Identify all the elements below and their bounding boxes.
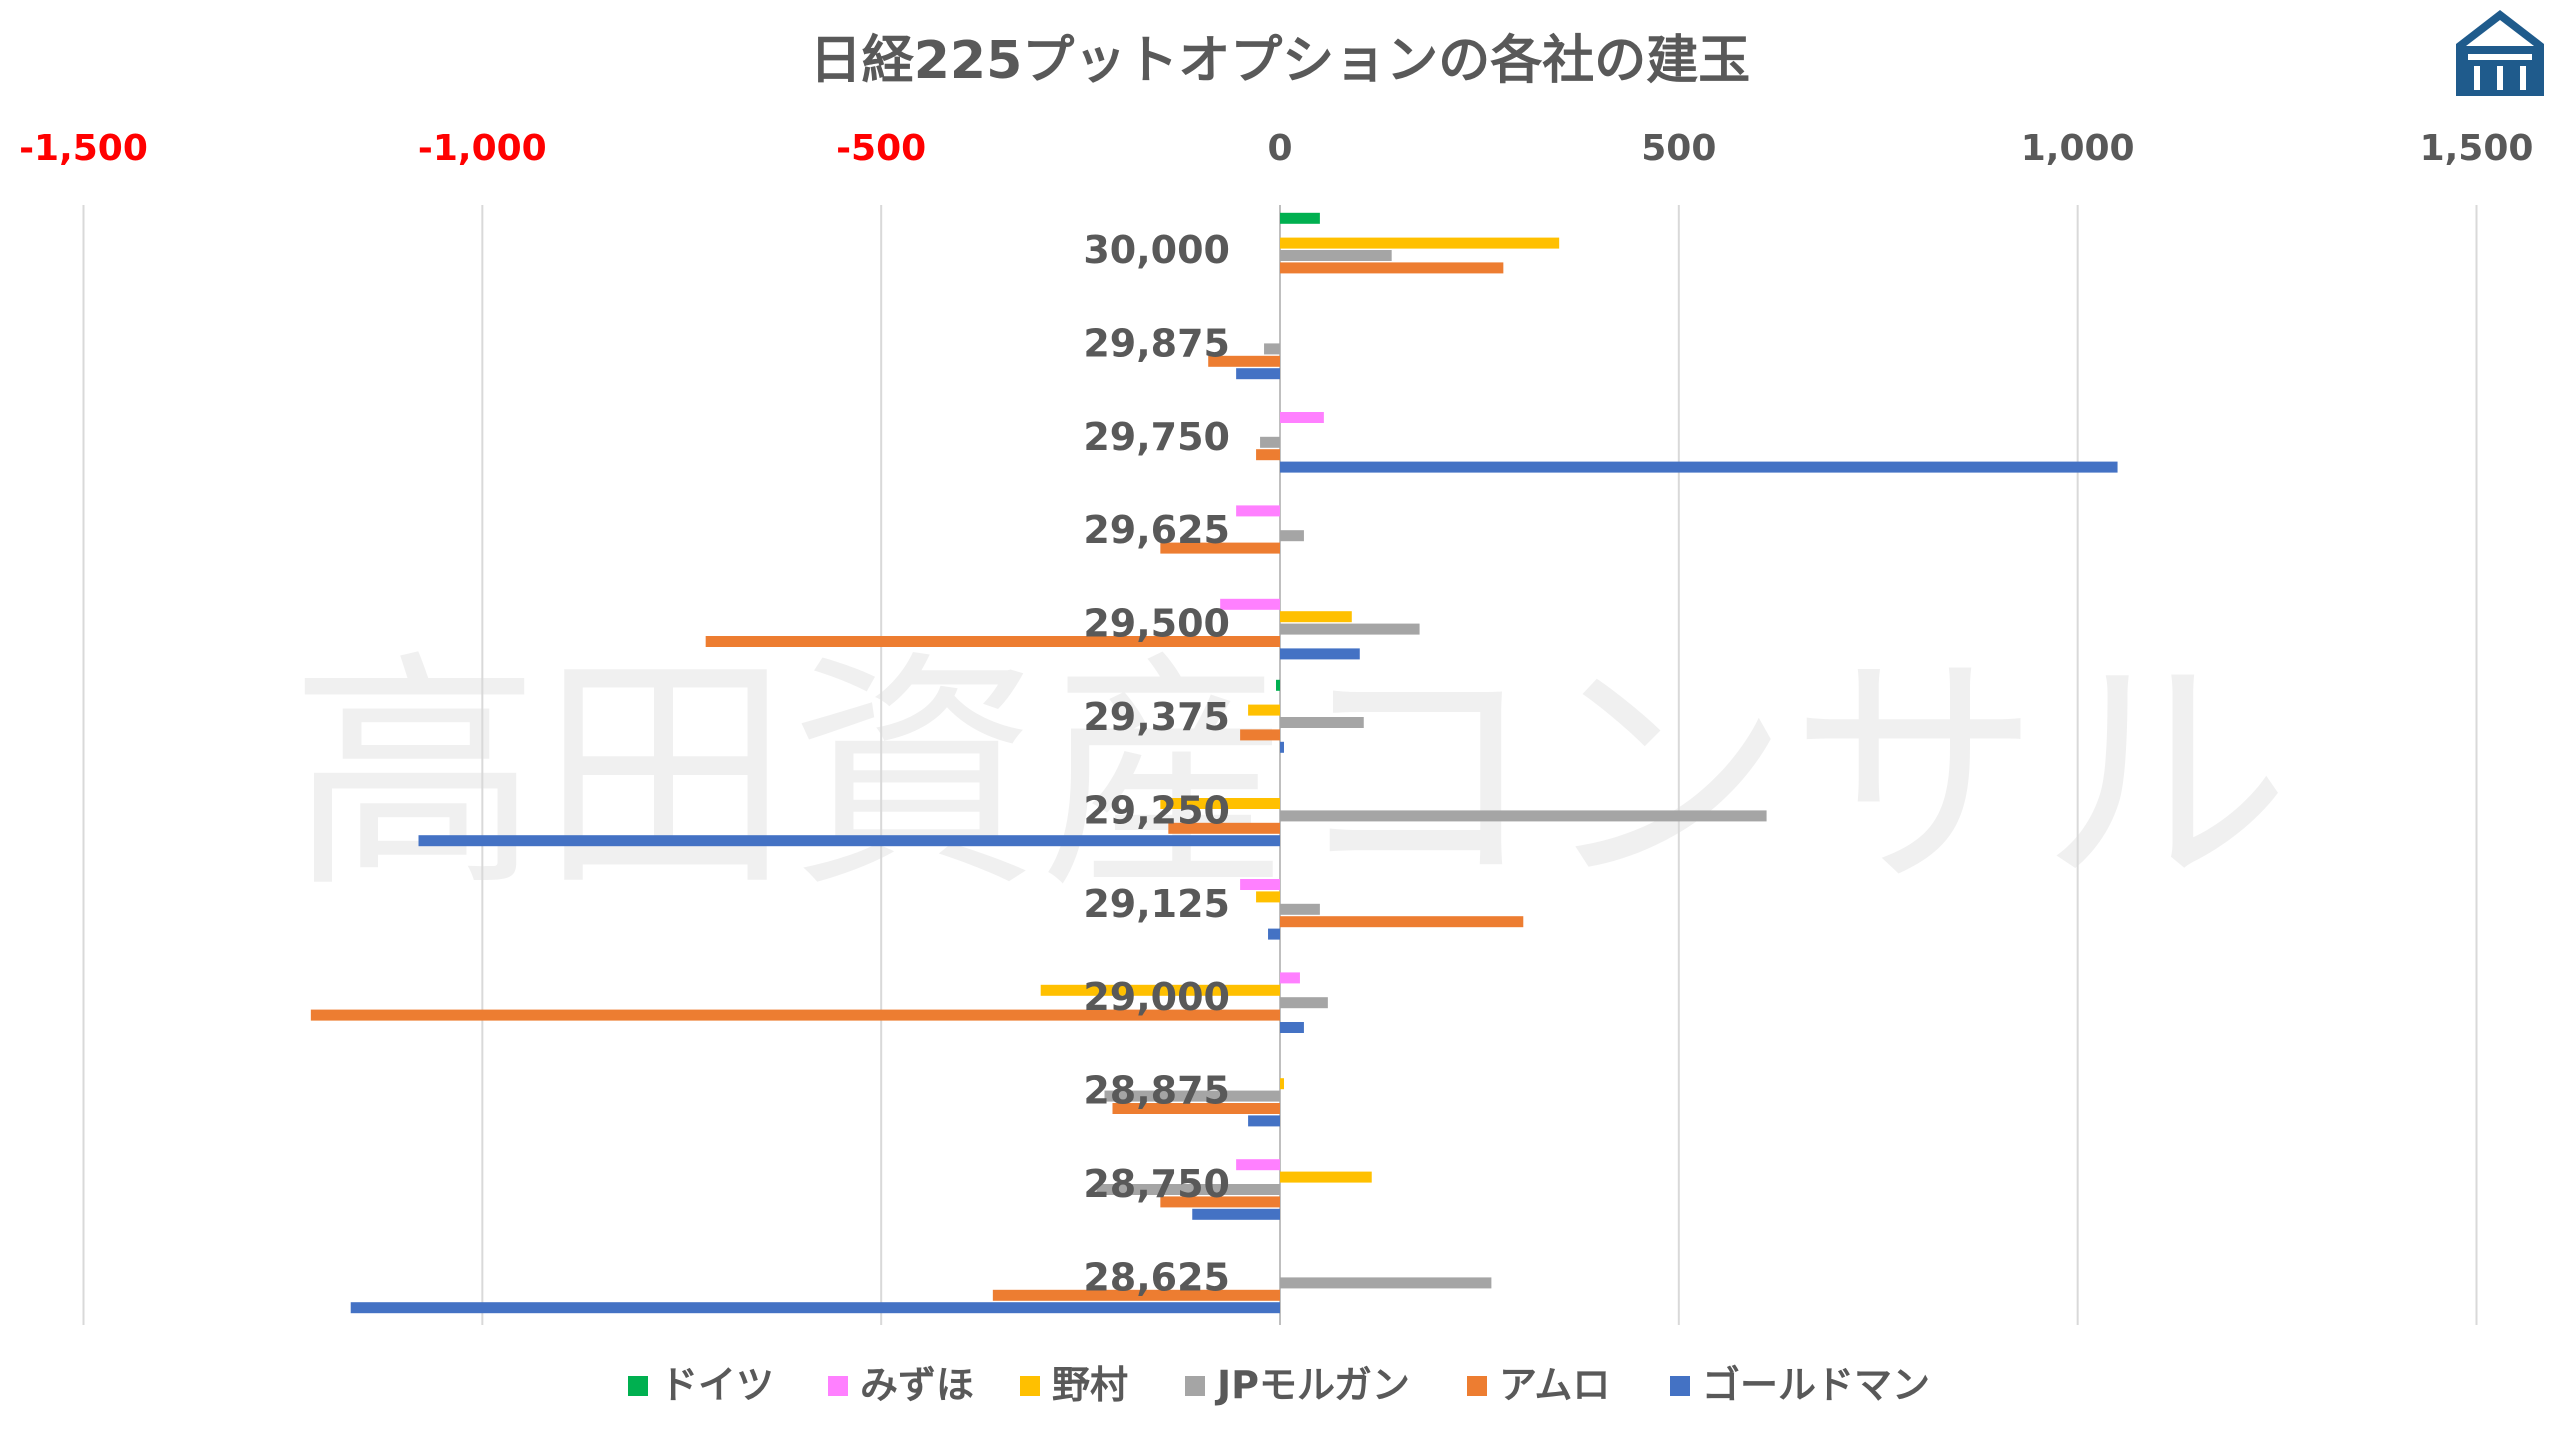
bar bbox=[1280, 623, 1420, 635]
legend-label: ドイツ bbox=[660, 1363, 774, 1407]
bar bbox=[1112, 1103, 1280, 1114]
bar bbox=[1104, 1090, 1280, 1102]
bar bbox=[1236, 505, 1280, 517]
bar bbox=[1280, 1171, 1372, 1183]
bar bbox=[1248, 704, 1280, 716]
x-axis-labels: -1,500 -1,000 -500 0 500 1,000 1,500 bbox=[19, 128, 2533, 169]
bar bbox=[1276, 679, 1280, 691]
x-tick-label: -1,000 bbox=[418, 128, 547, 169]
y-tick-label: 28,750 bbox=[1083, 1162, 1230, 1206]
y-tick-label: 29,125 bbox=[1083, 882, 1230, 926]
y-tick-label: 29,375 bbox=[1083, 695, 1230, 739]
legend-label: JPモルガン bbox=[1214, 1363, 1410, 1407]
x-tick-label: 1,000 bbox=[2021, 128, 2135, 169]
bar bbox=[1280, 972, 1300, 984]
legend-label: ゴールドマン bbox=[1702, 1363, 1930, 1407]
x-tick-label: -500 bbox=[836, 128, 926, 169]
y-tick-label: 29,625 bbox=[1083, 508, 1230, 552]
company-logo bbox=[2456, 10, 2544, 96]
y-axis-labels: 30,000 29,875 29,750 29,625 29,500 29,375 29,2… bbox=[1083, 228, 1230, 1299]
bar bbox=[1280, 717, 1364, 728]
bar bbox=[992, 1289, 1280, 1301]
legend: ドイツ みずほ 野村 JPモルガン アムロ ゴールドマン bbox=[628, 1363, 1930, 1407]
y-tick-label: 30,000 bbox=[1083, 228, 1230, 272]
logo-pillar-right-icon bbox=[2520, 66, 2526, 90]
bar bbox=[1168, 822, 1280, 834]
bar bbox=[1280, 903, 1320, 915]
bar bbox=[418, 835, 1280, 847]
bar bbox=[1236, 368, 1280, 380]
x-tick-label: 1,500 bbox=[2420, 128, 2534, 169]
bar bbox=[310, 1009, 1281, 1021]
legend-label: 野村 bbox=[1052, 1363, 1128, 1407]
y-tick-label: 29,000 bbox=[1083, 975, 1230, 1019]
bar bbox=[1240, 729, 1280, 741]
bar bbox=[1280, 530, 1304, 542]
bar bbox=[1280, 810, 1767, 822]
legend-swatch bbox=[1467, 1376, 1487, 1396]
bar bbox=[1280, 1022, 1304, 1033]
x-tick-label: 500 bbox=[1641, 128, 1716, 169]
legend-swatch bbox=[1020, 1376, 1040, 1396]
logo-bar-icon bbox=[2468, 54, 2532, 60]
bar bbox=[1280, 250, 1392, 261]
y-tick-label: 29,500 bbox=[1083, 602, 1230, 646]
bar bbox=[1160, 542, 1280, 554]
bar bbox=[1280, 262, 1504, 274]
bar bbox=[1256, 449, 1280, 461]
bar bbox=[1280, 997, 1328, 1009]
legend-label: アムロ bbox=[1499, 1363, 1610, 1407]
bar bbox=[1280, 648, 1360, 660]
bar bbox=[1280, 611, 1352, 623]
legend-swatch bbox=[1670, 1376, 1690, 1396]
logo-roof-highlight-icon bbox=[2466, 20, 2534, 46]
bar bbox=[1280, 461, 2118, 473]
x-tick-label: -1,500 bbox=[19, 128, 148, 169]
bar bbox=[1280, 916, 1524, 928]
x-tick-label: 0 bbox=[1267, 128, 1292, 169]
bar bbox=[1240, 879, 1280, 890]
bar bbox=[1220, 598, 1280, 610]
bar bbox=[1236, 1159, 1280, 1171]
bar bbox=[1280, 412, 1324, 423]
bar bbox=[1280, 1078, 1284, 1090]
y-tick-label: 29,750 bbox=[1083, 415, 1230, 459]
bar bbox=[1192, 1208, 1280, 1220]
logo-pillar-left-icon bbox=[2474, 66, 2480, 90]
legend-label: みずほ bbox=[860, 1363, 974, 1407]
logo-pillar-mid-icon bbox=[2497, 66, 2503, 90]
bar bbox=[1260, 436, 1280, 448]
legend-swatch bbox=[628, 1376, 648, 1396]
bar bbox=[1256, 891, 1280, 903]
bars bbox=[310, 212, 2118, 1314]
gridlines bbox=[82, 205, 2478, 1325]
bar bbox=[1248, 1115, 1280, 1127]
y-tick-label: 28,875 bbox=[1083, 1069, 1230, 1113]
bar bbox=[1280, 237, 1560, 249]
legend-swatch bbox=[828, 1376, 848, 1396]
y-tick-label: 29,875 bbox=[1083, 321, 1230, 365]
bar bbox=[1096, 1184, 1280, 1195]
bar bbox=[350, 1302, 1280, 1314]
bar bbox=[1280, 1277, 1492, 1289]
y-tick-label: 29,250 bbox=[1083, 788, 1230, 832]
bar bbox=[1280, 212, 1320, 224]
bar bbox=[705, 636, 1280, 647]
bar bbox=[1264, 343, 1280, 355]
bar bbox=[1040, 984, 1280, 996]
y-tick-label: 28,625 bbox=[1083, 1255, 1230, 1299]
watermark: 高田資産コンサル bbox=[290, 630, 2290, 921]
bar bbox=[1280, 741, 1284, 753]
legend-swatch bbox=[1185, 1376, 1205, 1396]
bar bbox=[1268, 928, 1280, 940]
bar bbox=[1160, 798, 1280, 809]
chart-title: 日経225プットオプションの各社の建玉 bbox=[810, 31, 1751, 91]
bar bbox=[1208, 355, 1280, 367]
bar bbox=[1160, 1196, 1280, 1208]
